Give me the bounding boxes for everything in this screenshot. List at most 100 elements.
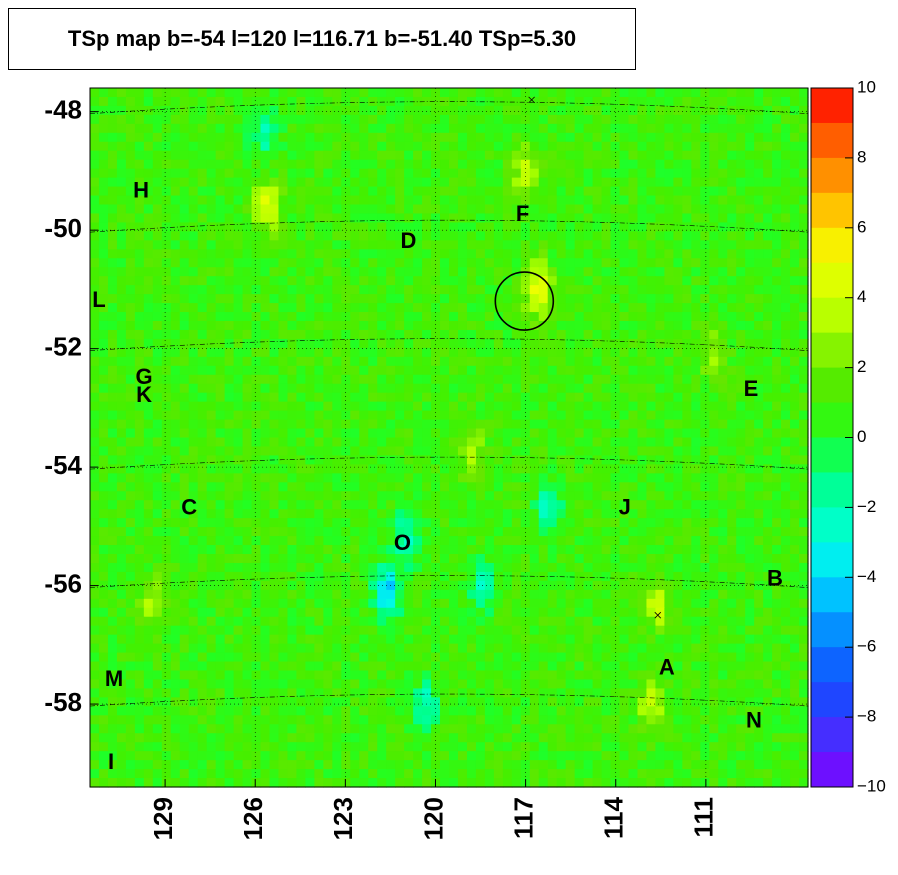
heatmap-cell (601, 625, 612, 636)
heatmap-cell (449, 186, 459, 197)
heatmap-cell (152, 249, 163, 259)
heatmap-cell (440, 213, 450, 224)
heatmap-cell (404, 267, 414, 277)
heatmap-cell (646, 383, 657, 394)
heatmap-cell (98, 186, 109, 197)
heatmap-cell (511, 509, 522, 519)
heatmap-cell (700, 347, 710, 358)
heatmap-cell (179, 321, 190, 331)
heatmap-cell (404, 186, 414, 197)
heatmap-cell (206, 491, 217, 501)
heatmap-cell (484, 204, 495, 215)
heatmap-cell (709, 374, 719, 385)
heatmap-cell (206, 105, 217, 116)
heatmap-cell (628, 285, 639, 295)
heatmap-cell (368, 321, 378, 331)
heatmap-cell (386, 88, 396, 98)
heatmap-cell (673, 446, 683, 457)
heatmap-cell (493, 240, 504, 250)
heatmap-cell (601, 240, 612, 250)
heatmap-cell (484, 141, 495, 152)
heatmap-cell (781, 347, 791, 358)
heatmap-cell (790, 428, 800, 439)
heatmap-cell (188, 168, 199, 179)
heatmap-cell (404, 419, 414, 430)
heatmap-cell (709, 105, 719, 116)
heatmap-cell (538, 168, 549, 179)
heatmap-cell (511, 168, 522, 179)
heatmap-cell (332, 482, 342, 492)
heatmap-cell (134, 258, 145, 268)
heatmap-cell (107, 231, 118, 241)
heatmap-cell (763, 419, 773, 430)
heatmap-cell (323, 437, 333, 448)
heatmap-cell (538, 285, 549, 295)
heatmap-cell (502, 222, 513, 232)
heatmap-cell (152, 114, 163, 125)
heatmap-cell (799, 607, 809, 618)
heatmap-cell (116, 150, 127, 161)
heatmap-cell (215, 231, 226, 241)
heatmap-cell (404, 500, 414, 510)
heatmap-cell (278, 222, 289, 232)
heatmap-cell (466, 338, 477, 349)
heatmap-cell (727, 401, 737, 412)
heatmap-cell (413, 482, 423, 492)
heatmap-cell (637, 114, 648, 125)
heatmap-cell (242, 500, 253, 510)
heatmap-cell (278, 500, 289, 510)
heatmap-cell (134, 312, 145, 322)
heatmap-cell (161, 616, 172, 627)
heatmap-cell (134, 500, 145, 510)
heatmap-cell (511, 500, 522, 510)
heatmap-cell (90, 329, 100, 340)
heatmap-cell (224, 518, 235, 528)
heatmap-cell (314, 518, 324, 528)
heatmap-cell (404, 545, 414, 555)
heatmap-cell (556, 446, 567, 457)
heatmap-cell (188, 536, 199, 546)
heatmap-cell (278, 213, 289, 224)
heatmap-cell (161, 383, 172, 394)
heatmap-cell (727, 383, 737, 394)
heatmap-cell (224, 571, 235, 582)
heatmap-cell (790, 401, 800, 412)
heatmap-cell (475, 419, 486, 430)
heatmap-cell (386, 518, 396, 528)
heatmap-cell (188, 571, 199, 582)
heatmap-cell (314, 571, 324, 582)
heatmap-cell (772, 204, 782, 215)
heatmap-cell (646, 589, 657, 600)
heatmap-cell (431, 123, 441, 134)
heatmap-cell (799, 383, 809, 394)
heatmap-cell (368, 571, 378, 582)
heatmap-cell (413, 383, 423, 394)
heatmap-cell (511, 186, 522, 197)
heatmap-cell (790, 437, 800, 448)
heatmap-cell (323, 464, 333, 474)
heatmap-cell (350, 580, 360, 591)
heatmap-cell (179, 401, 190, 412)
heatmap-cell (287, 374, 298, 385)
heatmap-cell (125, 168, 136, 179)
heatmap-cell (475, 518, 486, 528)
heatmap-cell (134, 634, 145, 645)
heatmap-cell (224, 383, 235, 394)
heatmap-cell (287, 204, 298, 215)
heatmap-cell (637, 356, 648, 367)
heatmap-cell (152, 123, 163, 134)
heatmap-cell (709, 329, 719, 340)
heatmap-cell (457, 374, 468, 385)
heatmap-cell (673, 329, 683, 340)
heatmap-cell (134, 419, 145, 430)
heatmap-cell (799, 285, 809, 295)
heatmap-cell (727, 419, 737, 430)
heatmap-cell (143, 580, 154, 591)
heatmap-cell (287, 347, 298, 358)
heatmap-cell (431, 276, 441, 286)
heatmap-cell (368, 312, 378, 322)
heatmap-cell (350, 123, 360, 134)
heatmap-cell (619, 285, 630, 295)
heatmap-cell (772, 132, 782, 143)
heatmap-cell (682, 446, 692, 457)
